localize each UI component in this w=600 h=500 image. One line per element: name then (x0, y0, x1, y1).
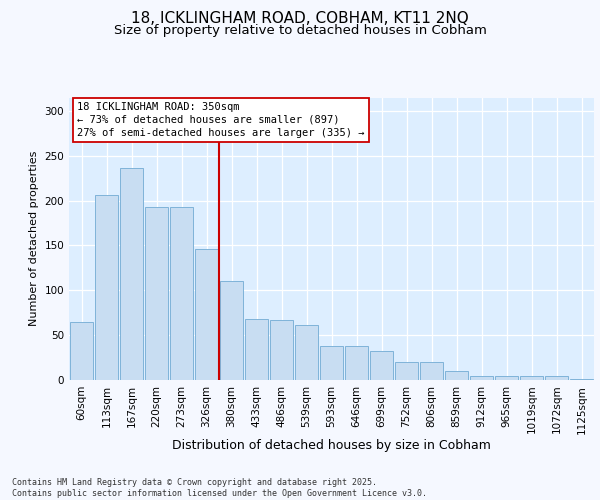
Bar (220, 282, 243, 380)
Bar (245, 319, 268, 380)
Bar (420, 362, 443, 380)
Bar (345, 346, 368, 380)
X-axis label: Distribution of detached houses by size in Cobham: Distribution of detached houses by size … (172, 439, 491, 452)
Bar (470, 376, 493, 380)
Bar (545, 376, 568, 380)
Bar (570, 379, 593, 380)
Bar (145, 207, 168, 380)
Bar (120, 168, 143, 380)
Bar (295, 326, 318, 380)
Bar (320, 346, 343, 380)
Y-axis label: Number of detached properties: Number of detached properties (29, 151, 39, 326)
Text: 18 ICKLINGHAM ROAD: 350sqm
← 73% of detached houses are smaller (897)
27% of sem: 18 ICKLINGHAM ROAD: 350sqm ← 73% of deta… (77, 102, 364, 138)
Bar (95, 196, 118, 380)
Bar (370, 352, 393, 380)
Bar (395, 362, 418, 380)
Bar (270, 320, 293, 380)
Bar (170, 207, 193, 380)
Bar (445, 371, 468, 380)
Bar (195, 249, 218, 380)
Text: Size of property relative to detached houses in Cobham: Size of property relative to detached ho… (113, 24, 487, 37)
Bar (520, 376, 543, 380)
Text: 18, ICKLINGHAM ROAD, COBHAM, KT11 2NQ: 18, ICKLINGHAM ROAD, COBHAM, KT11 2NQ (131, 11, 469, 26)
Text: Contains HM Land Registry data © Crown copyright and database right 2025.
Contai: Contains HM Land Registry data © Crown c… (12, 478, 427, 498)
Bar (495, 376, 518, 380)
Bar (70, 322, 93, 380)
